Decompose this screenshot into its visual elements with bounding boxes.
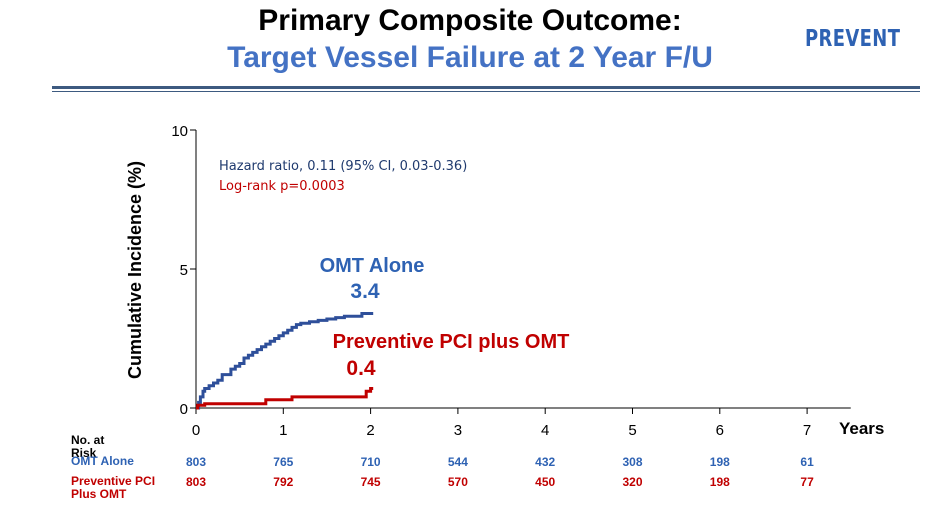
x-tick-label: 4 (541, 422, 549, 439)
risk-table-title: No. at Risk (71, 433, 105, 460)
pci-final-value: 0.4 (346, 357, 376, 380)
risk-cell-omt: 308 (622, 455, 643, 469)
y-tick-label: 0 (180, 401, 188, 418)
hazard-ratio-annotation: Hazard ratio, 0.11 (95% CI, 0.03-0.36) (219, 159, 467, 174)
risk-cell-pci: 803 (185, 475, 207, 489)
risk-cell-omt: 710 (360, 455, 381, 469)
risk-row-label-pci: Preventive PCI Plus OMT (71, 474, 156, 501)
x-tick-label: 0 (192, 422, 200, 439)
x-tick-label: 6 (716, 422, 724, 439)
slide-subtitle: Target Vessel Failure at 2 Year F/U (227, 41, 713, 74)
x-tick-label: 3 (454, 422, 462, 439)
omt-curve (196, 312, 374, 410)
x-tick-label: 2 (366, 422, 374, 439)
header-divider (52, 86, 920, 89)
header-divider-thin (52, 91, 920, 92)
risk-cell-pci: 320 (622, 475, 643, 489)
x-tick-label: 5 (628, 422, 636, 439)
risk-cell-pci: 570 (447, 475, 468, 489)
x-tick-label: 1 (279, 422, 287, 439)
slide-title: Primary Composite Outcome: (258, 4, 682, 37)
risk-cell-omt: 432 (535, 455, 556, 469)
x-axis-label: Years (839, 419, 884, 438)
omt-final-value: 3.4 (350, 280, 380, 303)
omt-series-label: OMT Alone (320, 255, 425, 277)
risk-cell-pci: 745 (360, 475, 381, 489)
risk-row-label-omt: OMT Alone (71, 454, 134, 468)
risk-cell-pci: 198 (709, 475, 730, 489)
risk-cell-omt: 544 (447, 455, 468, 469)
log-rank-annotation: Log-rank p=0.0003 (219, 179, 345, 194)
y-axis-label: Cumulative Incidence (%) (125, 161, 145, 379)
y-tick-label: 5 (180, 262, 188, 279)
risk-cell-pci: 77 (800, 475, 814, 489)
risk-cell-omt: 803 (185, 455, 207, 469)
risk-cell-pci: 450 (535, 475, 556, 489)
y-tick-label: 10 (171, 123, 188, 140)
x-tick-label: 7 (803, 422, 811, 439)
risk-cell-pci: 792 (273, 475, 294, 489)
risk-cell-omt: 61 (800, 455, 814, 469)
pci-series-label: Preventive PCI plus OMT (333, 331, 570, 353)
pci-curve (196, 387, 374, 410)
risk-cell-omt: 198 (709, 455, 730, 469)
risk-cell-omt: 765 (273, 455, 294, 469)
brand-logo: PREVENT (805, 26, 901, 52)
